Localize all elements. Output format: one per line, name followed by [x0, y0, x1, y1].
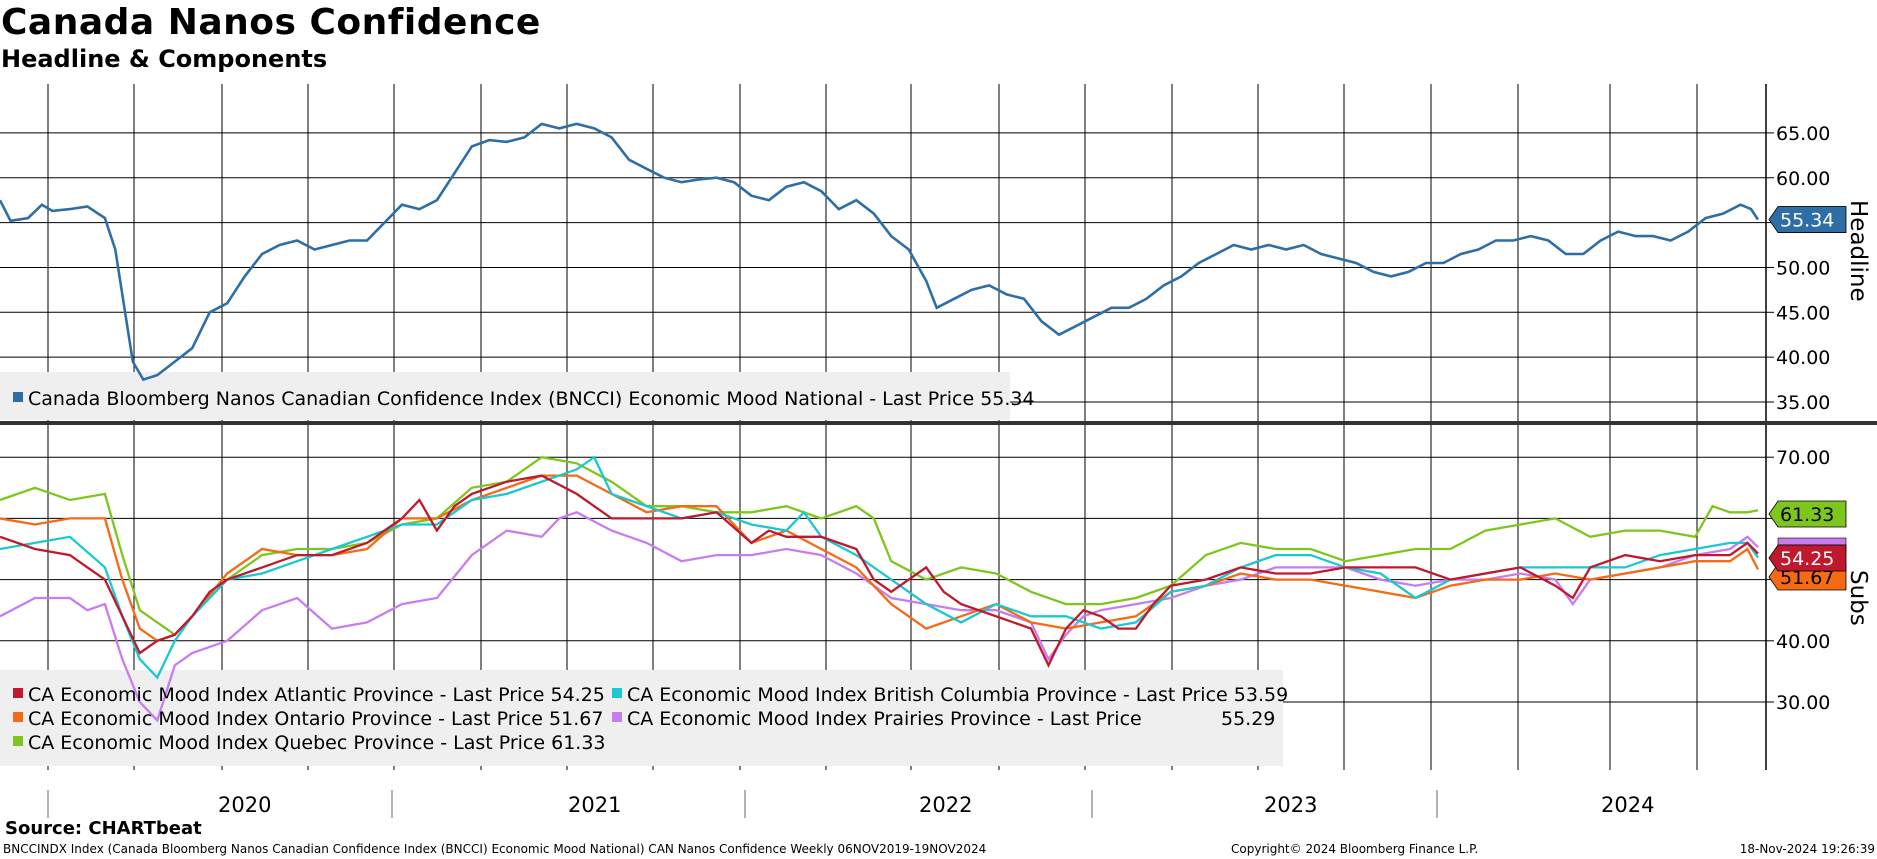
- svg-text:55.34: 55.34: [1780, 210, 1834, 232]
- legend-swatch-british-columbia: [612, 688, 622, 698]
- y-tick-label: 30.00: [1776, 692, 1830, 714]
- legend-label-prairies: CA Economic Mood Index Prairies Province…: [627, 708, 1142, 730]
- y-tick-label: 45.00: [1776, 302, 1830, 324]
- legend-label-ontario: CA Economic Mood Index Ontario Province …: [28, 708, 603, 730]
- atlantic-last-price-tag: 54.25: [1768, 544, 1847, 572]
- footer-copyright: Copyright© 2024 Bloomberg Finance L.P.: [1231, 842, 1479, 856]
- legend-swatch-quebec: [13, 736, 23, 746]
- x-tick-label: 2021: [568, 793, 621, 817]
- headline-last-price-tag: 55.34: [1768, 206, 1847, 233]
- legend-swatch-ontario: [13, 712, 23, 722]
- legend-swatch-headline: [13, 392, 23, 402]
- footer-index-info: BNCCINDX Index (Canada Bloomberg Nanos C…: [3, 842, 987, 856]
- y-tick-label: 35.00: [1776, 392, 1830, 414]
- x-tick-label: 2020: [218, 793, 271, 817]
- top-legend-box: [0, 372, 1010, 420]
- chart-title: Canada Nanos Confidence: [1, 2, 541, 43]
- bottom-legend-box: [0, 670, 1283, 766]
- svg-text:51.67: 51.67: [1780, 567, 1834, 589]
- legend-label-atlantic: CA Economic Mood Index Atlantic Province…: [28, 684, 605, 706]
- y-tick-label: 50.00: [1776, 257, 1830, 279]
- legend-value-prairies: 55.29: [1221, 708, 1275, 730]
- y-tick-label: 60.00: [1776, 168, 1830, 190]
- quebec-last-price-tag: 61.33: [1768, 500, 1847, 528]
- series-line-ontario: [0, 474, 1760, 643]
- footer-timestamp: 18-Nov-2024 19:26:39: [1739, 842, 1875, 856]
- legend-swatch-atlantic: [13, 688, 23, 698]
- y-tick-label: 40.00: [1776, 631, 1830, 653]
- series-line-headline: [0, 122, 1760, 382]
- x-tick-label: 2023: [1264, 793, 1317, 817]
- svg-text:61.33: 61.33: [1780, 504, 1834, 526]
- y-tick-label: 65.00: [1776, 123, 1830, 145]
- top-panel-side-label: Headline: [1845, 200, 1871, 302]
- legend-swatch-prairies: [612, 712, 622, 722]
- x-tick-label: 2024: [1601, 793, 1654, 817]
- legend-label-british-columbia: CA Economic Mood Index British Columbia …: [627, 684, 1288, 706]
- source-note: Source: CHARTbeat: [5, 818, 202, 839]
- legend-label-headline: Canada Bloomberg Nanos Canadian Confiden…: [28, 388, 1035, 410]
- bottom-panel-side-label: Subs: [1845, 570, 1871, 626]
- series-line-atlantic: [0, 474, 1759, 668]
- x-tick-label: 2022: [919, 793, 972, 817]
- series-line-quebec: [0, 455, 1759, 637]
- legend-label-quebec: CA Economic Mood Index Quebec Province -…: [28, 732, 606, 754]
- chart-subtitle: Headline & Components: [1, 45, 328, 73]
- svg-text:54.25: 54.25: [1780, 548, 1834, 570]
- y-tick-label: 40.00: [1776, 347, 1830, 369]
- y-tick-label: 70.00: [1776, 447, 1830, 469]
